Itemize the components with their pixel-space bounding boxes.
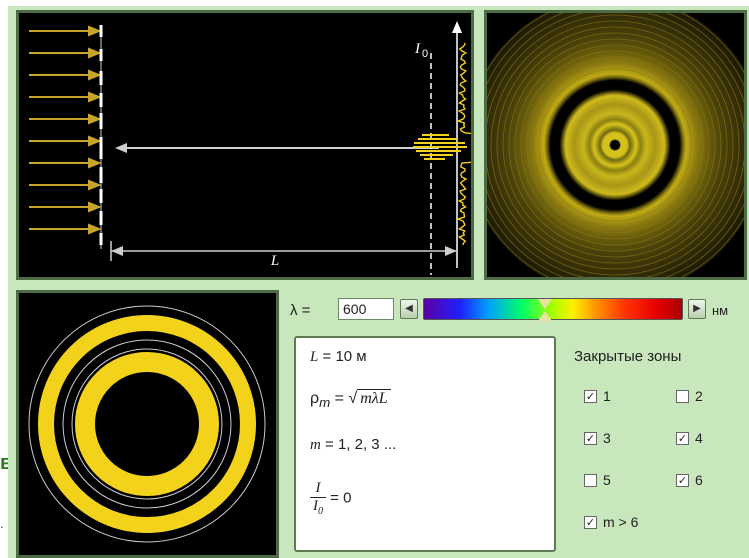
zone-ring-open-outer (38, 315, 256, 533)
faint-ring (514, 44, 716, 246)
zone-radius-formula: ρm = √ mλL (310, 389, 391, 410)
lambda-label: λ = (290, 302, 311, 319)
zone-center-closed (99, 376, 195, 472)
closed-zone-checkbox-7[interactable]: ✓ m > 6 (584, 514, 638, 530)
setup-panel: L I 0 (16, 10, 474, 280)
faint-ring (496, 26, 734, 264)
checkbox-checked-icon[interactable]: ✓ (676, 473, 689, 487)
incident-ray-arrow (88, 223, 102, 235)
faint-ring (544, 74, 686, 216)
faint-ring (487, 14, 744, 276)
closed-zone-label: 3 (603, 430, 611, 446)
central-maximum (413, 134, 467, 160)
intensity-label-sub: 0 (422, 48, 428, 60)
faint-ring (538, 68, 692, 222)
closed-zone-label: 5 (603, 472, 611, 488)
formula-panel: L = 10 м ρm = √ mλL m = 1, 2, 3 ... I I0 … (294, 336, 556, 552)
incident-rays (29, 25, 102, 235)
distance-label: L (270, 253, 279, 269)
faint-ring (508, 38, 722, 252)
wavelength-unit: нм (712, 303, 729, 318)
zone-index-values: m = 1, 2, 3 ... (310, 436, 397, 453)
faint-ring (532, 62, 698, 228)
incident-ray-arrow (88, 47, 102, 59)
closed-zone-label: 6 (695, 472, 703, 488)
zone-ring-open-inner (75, 352, 219, 496)
zone-plate-rings (19, 293, 276, 555)
arrow-left-icon: ◀ (405, 303, 413, 314)
closed-zone-label: 4 (695, 430, 703, 446)
checkbox-checked-icon[interactable]: ✓ (676, 431, 689, 445)
faint-ring (526, 56, 704, 234)
closed-zone-checkbox-4[interactable]: ✓ 4 (676, 430, 703, 446)
closed-zone-checkbox-5[interactable]: 5 (584, 472, 611, 488)
faint-ring (502, 32, 728, 258)
intensity-ratio: I I0 = 0 (310, 480, 351, 517)
setup-diagram: L I 0 (29, 21, 471, 275)
closed-zone-checkbox-2[interactable]: 2 (676, 388, 703, 404)
wavelength-decrease-button[interactable]: ◀ (400, 299, 418, 319)
diffraction-pattern (487, 13, 744, 277)
checkbox-checked-icon[interactable]: ✓ (584, 515, 597, 529)
closed-zone-checkbox-1[interactable]: ✓ 1 (584, 388, 611, 404)
checkbox-checked-icon[interactable]: ✓ (584, 431, 597, 445)
incident-ray-arrow (88, 201, 102, 213)
intensity-axis-arrow (452, 21, 462, 33)
incident-ray-arrow (88, 113, 102, 125)
closed-zones-title: Закрытые зоны (574, 348, 682, 365)
faint-ring (490, 20, 740, 270)
wavelength-increase-button[interactable]: ▶ (688, 299, 706, 319)
intensity-label: I (414, 41, 421, 57)
closed-zone-checkbox-6[interactable]: ✓ 6 (676, 472, 703, 488)
zone-ring-boundary (62, 339, 232, 509)
checkbox-empty-icon[interactable] (676, 389, 689, 403)
diffraction-pattern-panel (484, 10, 747, 280)
checkbox-empty-icon[interactable] (584, 473, 597, 487)
incident-ray-arrow (88, 135, 102, 147)
arrow-right-icon: ▶ (693, 303, 701, 314)
intensity-curve (456, 42, 471, 246)
incident-ray-arrow (88, 69, 102, 81)
closed-zone-label: m > 6 (603, 514, 639, 530)
incident-ray-arrow (88, 91, 102, 103)
closed-zone-checkbox-3[interactable]: ✓ 3 (584, 430, 611, 446)
closed-zone-label: 2 (695, 388, 703, 404)
incident-ray-arrow (88, 179, 102, 191)
faint-ring (520, 50, 710, 240)
wavelength-input[interactable] (338, 298, 394, 320)
simulation-window: L I 0 (8, 6, 749, 558)
incident-ray-arrow (88, 157, 102, 169)
zone-ring-boundary (71, 348, 223, 500)
outer-faint-rings (487, 13, 744, 277)
zone-plate-panel (16, 290, 279, 558)
incident-ray-arrow (88, 25, 102, 37)
wavelength-slider-track[interactable] (423, 298, 683, 320)
zone-ring-boundary (28, 305, 266, 543)
side-fragment-dot: . (0, 515, 4, 531)
checkbox-checked-icon[interactable]: ✓ (584, 389, 597, 403)
closed-zone-label: 1 (603, 388, 611, 404)
pattern-center (612, 142, 618, 148)
optical-axis-arrow (115, 143, 127, 153)
distance-value: L = 10 м (310, 348, 367, 365)
wavelength-controls: λ = ◀ ▶ нм (290, 296, 749, 326)
